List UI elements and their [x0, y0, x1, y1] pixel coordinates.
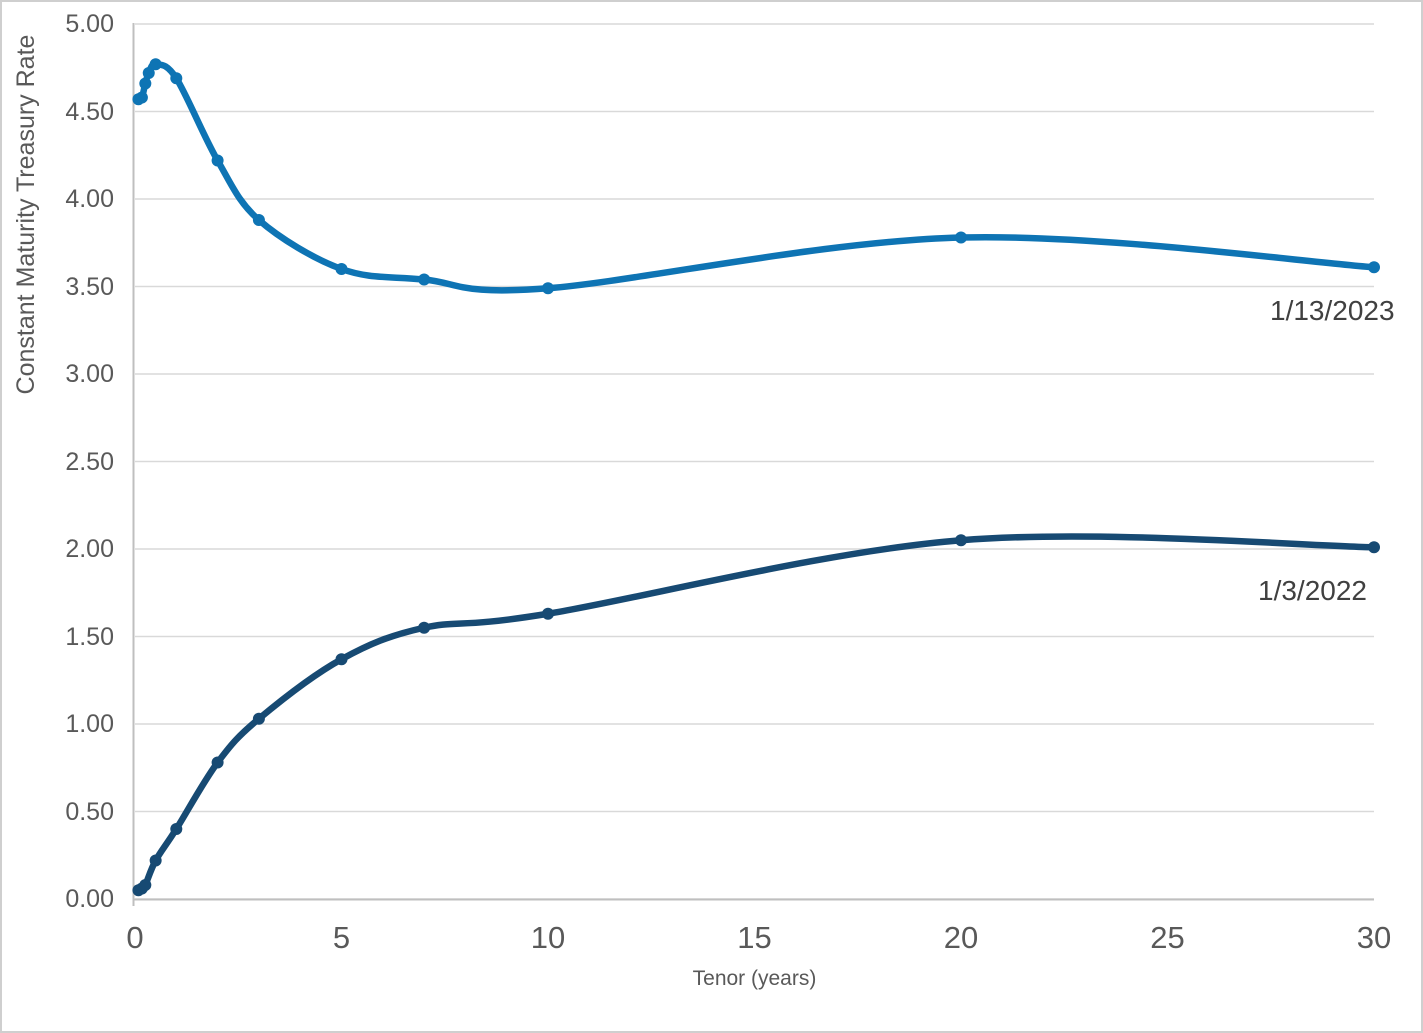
- data-point-marker: [418, 621, 431, 634]
- x-tick-label: 10: [530, 920, 566, 955]
- data-point-marker: [955, 231, 967, 244]
- data-point-marker: [1368, 261, 1380, 274]
- data-point-marker: [139, 879, 152, 891]
- x-tick-label: 0: [126, 920, 144, 955]
- x-tick-label: 20: [943, 920, 979, 955]
- y-tick-label: 3.50: [65, 272, 114, 301]
- x-tick-label: 15: [737, 920, 772, 955]
- data-point-marker: [135, 91, 148, 104]
- data-point-marker: [211, 756, 224, 769]
- data-point-marker: [335, 263, 348, 275]
- data-point-marker: [542, 282, 554, 295]
- data-point-marker: [252, 214, 265, 226]
- series-line-1-13-2023: [135, 60, 1378, 294]
- y-tick-label: 0.00: [65, 885, 114, 913]
- data-point-marker: [139, 77, 152, 90]
- data-point-marker: [252, 712, 265, 725]
- data-point-marker: [1368, 541, 1380, 554]
- y-tick-label: 5.00: [65, 10, 114, 38]
- x-tick-label: 5: [332, 920, 351, 955]
- data-point-marker: [149, 854, 162, 867]
- series-line-1-3-2022: [135, 533, 1378, 894]
- data-point-marker: [955, 534, 967, 547]
- data-point-marker: [335, 653, 348, 666]
- y-tick-label: 1.50: [65, 622, 114, 651]
- data-point-marker: [418, 273, 431, 286]
- data-point-marker: [149, 58, 162, 71]
- x-tick-label: 30: [1356, 920, 1392, 955]
- y-axis-title: Constant Maturity Treasury Rate: [12, 34, 40, 395]
- y-tick-label: 2.50: [65, 447, 114, 476]
- data-point-marker: [170, 72, 183, 85]
- y-tick-label: 3.00: [65, 360, 114, 388]
- series-label-2022: 1/3/2022: [1258, 575, 1367, 606]
- data-point-marker: [211, 154, 224, 167]
- y-tick-label: 0.50: [65, 797, 114, 826]
- y-tick-label: 1.00: [65, 710, 114, 738]
- x-tick-label: 25: [1150, 920, 1185, 955]
- data-point-marker: [142, 67, 155, 79]
- y-tick-label: 2.00: [65, 535, 114, 563]
- x-axis-title: Tenor (years): [692, 967, 817, 990]
- y-tick-label: 4.50: [65, 97, 114, 126]
- data-point-marker: [542, 607, 554, 620]
- series-label-2023: 1/13/2023: [1270, 295, 1395, 326]
- y-tick-label: 4.00: [65, 185, 114, 213]
- data-point-marker: [170, 823, 183, 835]
